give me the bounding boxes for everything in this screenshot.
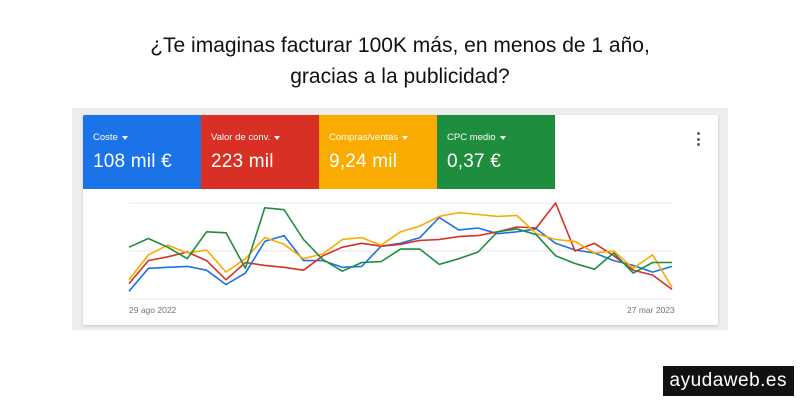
- caret-down-icon: [121, 135, 128, 140]
- metric-value: 223 mil: [211, 151, 274, 172]
- watermark: ayudaweb.es: [662, 366, 794, 396]
- caret-down-icon: [274, 135, 281, 140]
- caret-down-icon: [499, 135, 506, 140]
- more-vert-icon[interactable]: [692, 131, 704, 147]
- caret-down-icon: [402, 135, 409, 140]
- headline-line-1: ¿Te imaginas facturar 100K más, en menos…: [150, 34, 650, 57]
- x-end-label: 27 mar 2023: [627, 305, 675, 315]
- headline-line-2: gracias a la publicidad?: [290, 65, 510, 88]
- series-line-2: [128, 202, 673, 291]
- metric-label: CPC medio: [447, 131, 555, 143]
- performance-card: Coste 108 mil € Valor de conv. 223 mil C…: [83, 115, 718, 325]
- series-line-1: [128, 216, 673, 292]
- metric-tiles: Coste 108 mil € Valor de conv. 223 mil C…: [83, 115, 555, 189]
- metric-tile-valor-conv[interactable]: Valor de conv. 223 mil: [201, 115, 319, 189]
- metric-label: Coste: [93, 131, 201, 143]
- metric-value: 108 mil €: [93, 151, 172, 172]
- metric-value: 9,24 mil: [329, 151, 398, 172]
- series-line-3: [128, 211, 673, 288]
- series-line-4: [128, 207, 672, 274]
- metric-label: Valor de conv.: [211, 131, 319, 143]
- performance-chart: [128, 202, 673, 300]
- metric-tile-coste[interactable]: Coste 108 mil €: [83, 115, 201, 189]
- headline: ¿Te imaginas facturar 100K más, en menos…: [0, 30, 800, 92]
- metric-tile-compras-ventas[interactable]: Compras/ventas 9,24 mil: [319, 115, 437, 189]
- metric-value: 0,37 €: [447, 151, 502, 172]
- metric-tile-cpc-medio[interactable]: CPC medio 0,37 €: [437, 115, 555, 189]
- metric-label: Compras/ventas: [329, 131, 437, 143]
- x-start-label: 29 ago 2022: [129, 305, 177, 315]
